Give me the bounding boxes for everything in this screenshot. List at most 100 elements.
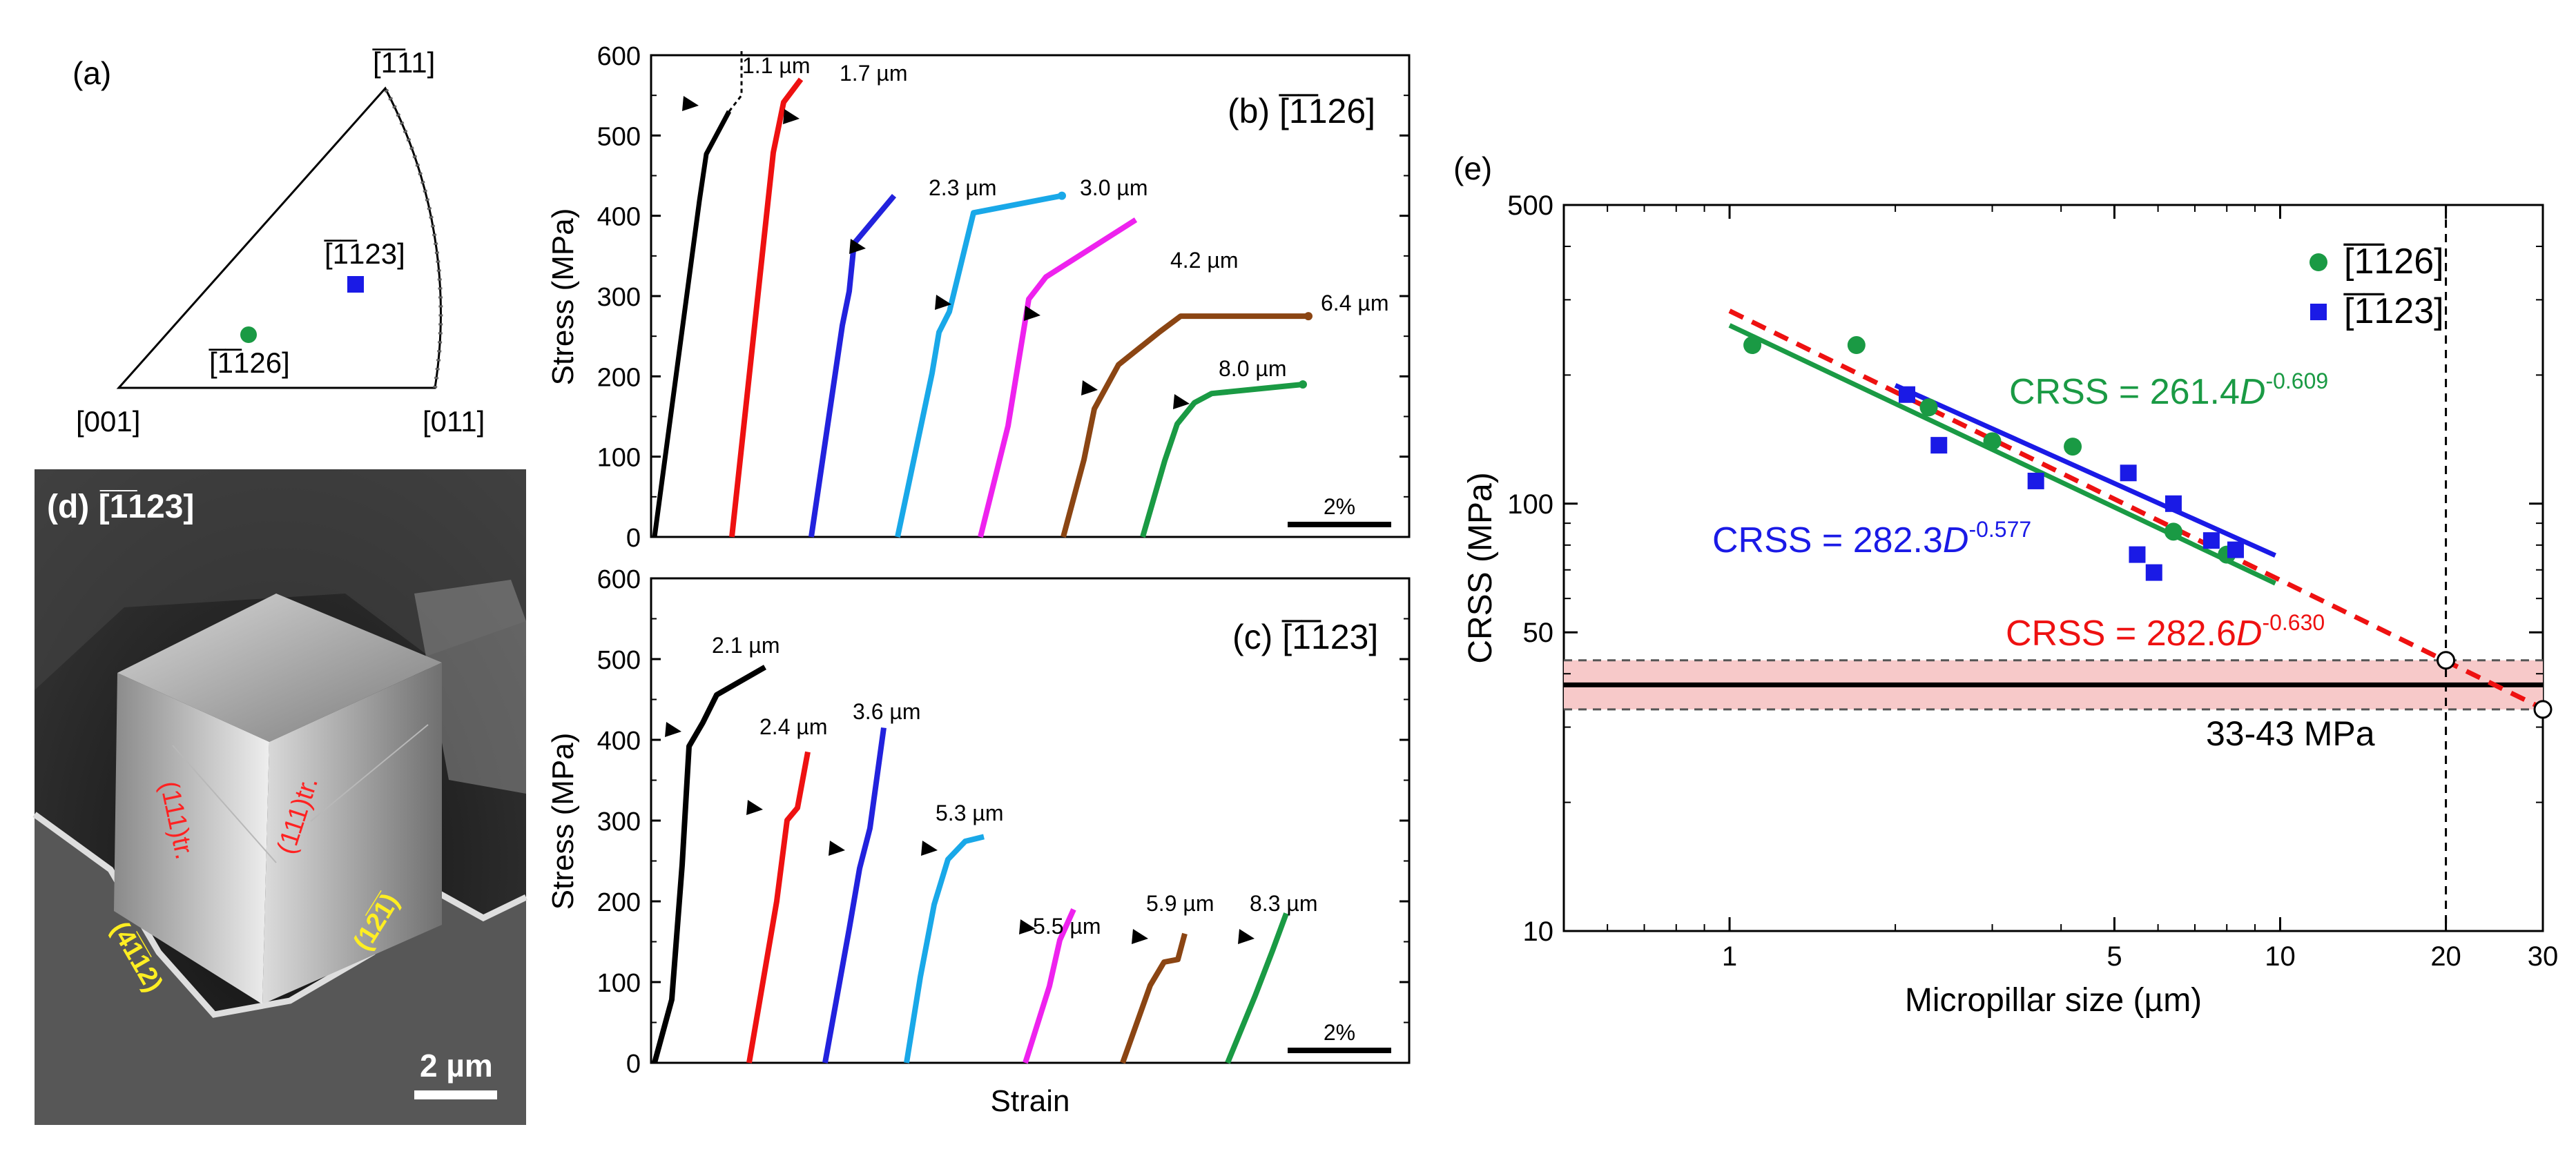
stress-strain-curve — [978, 217, 1138, 538]
data-point-123 — [2120, 464, 2137, 482]
stress-strain-curve — [652, 665, 766, 1064]
stress-strain-curve — [1140, 382, 1304, 538]
yield-arrow — [1024, 306, 1040, 321]
stress-strain-curve — [895, 193, 1063, 538]
stress-strain-curve — [904, 834, 985, 1064]
curve-size-label: 5.5 µm — [1033, 914, 1101, 939]
panel-b-stress-strain: (b) [̅1̅126] Stress (MPa) 0 100 200 300 400 5… — [546, 42, 1411, 553]
panel-c-title: (c) [̅1̅123] — [1232, 618, 1378, 656]
y-tick-label: 200 — [597, 363, 641, 392]
panel-b-y-label: Stress (MPa) — [546, 208, 580, 386]
yield-arrow — [746, 800, 763, 815]
curve-size-label: 5.9 µm — [1146, 891, 1214, 916]
yield-arrow — [1132, 929, 1148, 944]
stress-strain-curve — [729, 77, 804, 538]
sem-surrounding-surface — [35, 814, 526, 1125]
stress-strain-curve — [808, 194, 897, 538]
curve-size-label: 8.0 µm — [1219, 356, 1286, 381]
fit-label-combined: CRSS = 282.6D-0.630 — [2006, 610, 2325, 654]
curve-size-label: 6.4 µm — [1321, 291, 1388, 315]
yield-arrow — [1019, 919, 1036, 934]
y-tick-label: 0 — [626, 524, 641, 553]
panel-c-scale-label: 2% — [1324, 1020, 1355, 1045]
panel-c-y-label: Stress (MPa) — [546, 733, 580, 910]
y-tick-label: 50 — [1523, 618, 1554, 648]
extrapolation-point — [2533, 700, 2553, 719]
fit-line — [1894, 383, 2276, 558]
x-tick-label: 10 — [2265, 941, 2296, 972]
legend-marker-123 — [2310, 304, 2327, 320]
panel-c-stress-strain: (c) [̅1̅123] Stress (MPa) Strain 0 100 200… — [546, 565, 1411, 1118]
point-126-marker — [240, 326, 257, 343]
data-point-126 — [1983, 432, 2002, 451]
curve-end-marker — [1058, 191, 1066, 200]
panel-b-scale-label: 2% — [1324, 494, 1355, 519]
yield-arrow — [682, 96, 699, 111]
panel-e-label: (e) — [1453, 150, 1492, 186]
extrapolation-point — [2437, 651, 2456, 670]
data-point-123 — [2202, 532, 2220, 549]
data-point-123 — [2129, 546, 2146, 563]
yield-arrow — [1238, 929, 1255, 944]
panel-d-label: (d) [̅1̅123] — [47, 489, 194, 525]
yield-arrow — [1081, 380, 1098, 395]
y-tick-label: 600 — [597, 565, 641, 594]
curve-size-label: 2.3 µm — [929, 175, 996, 200]
fit-label-123: CRSS = 282.3D-0.577 — [1712, 517, 2031, 560]
point-123-label: [̅1̅123] — [324, 237, 405, 270]
stress-strain-curve — [1120, 932, 1188, 1064]
stress-strain-curve — [1023, 908, 1076, 1064]
curve-size-label: 4.2 µm — [1170, 248, 1238, 273]
curve-size-label: 2.4 µm — [759, 714, 827, 739]
x-tick-label: 30 — [2528, 941, 2559, 972]
y-tick-label: 600 — [597, 42, 641, 71]
panel-b-y-ticks: 0 100 200 300 400 500 600 — [597, 42, 1409, 553]
x-tick-label: 20 — [2430, 941, 2461, 972]
yield-arrow — [665, 722, 681, 737]
x-tick-label: 5 — [2107, 941, 2122, 972]
triangle-arc-ticks — [383, 87, 443, 389]
legend-label-126: [̅1̅126] — [2343, 242, 2443, 282]
corner-right-label: [011] — [423, 405, 485, 438]
corner-top-label: [̅1̅11] — [372, 46, 436, 79]
yield-arrow — [935, 295, 951, 310]
fit-line — [1728, 308, 2544, 711]
data-point-123 — [2227, 541, 2244, 558]
panel-e-plot-area: 1 5 10 20 30 10 50 100 500 — [1507, 190, 2558, 972]
data-point-123 — [2165, 495, 2182, 512]
panel-c-y-ticks: 0 100 200 300 400 500 600 — [597, 565, 1409, 1079]
data-point-123 — [2145, 564, 2162, 581]
y-tick-label: 300 — [597, 807, 641, 836]
stress-strain-curve — [1061, 313, 1308, 538]
panel-a-stereographic-triangle: (a) [̅1̅11] [001] [011] [̅1̅126] [̅1̅123… — [72, 46, 485, 438]
yield-arrow — [829, 841, 845, 856]
data-point-123 — [1930, 437, 1948, 454]
curve-size-label: 3.6 µm — [853, 699, 920, 724]
panel-c-x-label: Strain — [991, 1084, 1070, 1118]
y-tick-label: 100 — [597, 969, 641, 998]
y-tick-label: 200 — [597, 888, 641, 917]
curve-end-marker — [1304, 312, 1313, 321]
stress-strain-curve — [822, 727, 887, 1064]
point-126-label: [̅1̅126] — [209, 346, 290, 379]
y-tick-label: 500 — [597, 122, 641, 151]
panel-d-sem-image: (d) [̅1̅123] (111)tr. (111)tr. (4̅1̅12) … — [32, 469, 527, 1125]
data-point-126 — [1847, 336, 1866, 355]
panel-e-y-label: CRSS (MPa) — [1462, 472, 1499, 663]
yield-arrow — [1173, 394, 1190, 409]
panel-b-curves: 1.1 µm 1.7 µm 2.3 µm 3.0 µm 4.2 µm 6.4 µm 8.0 … — [652, 51, 1388, 538]
curve-extension — [728, 51, 743, 112]
slip-trace-line — [172, 745, 277, 863]
y-tick-label: 500 — [1507, 190, 1553, 221]
y-tick-label: 400 — [597, 203, 641, 232]
data-point-126 — [1919, 398, 1938, 417]
fit-line — [1728, 323, 2277, 586]
point-123-marker — [347, 276, 364, 293]
corner-left-label: [001] — [76, 405, 140, 438]
curve-size-label: 3.0 µm — [1080, 175, 1147, 200]
panel-a-label: (a) — [72, 55, 111, 91]
pillar-left-face — [114, 673, 269, 1004]
